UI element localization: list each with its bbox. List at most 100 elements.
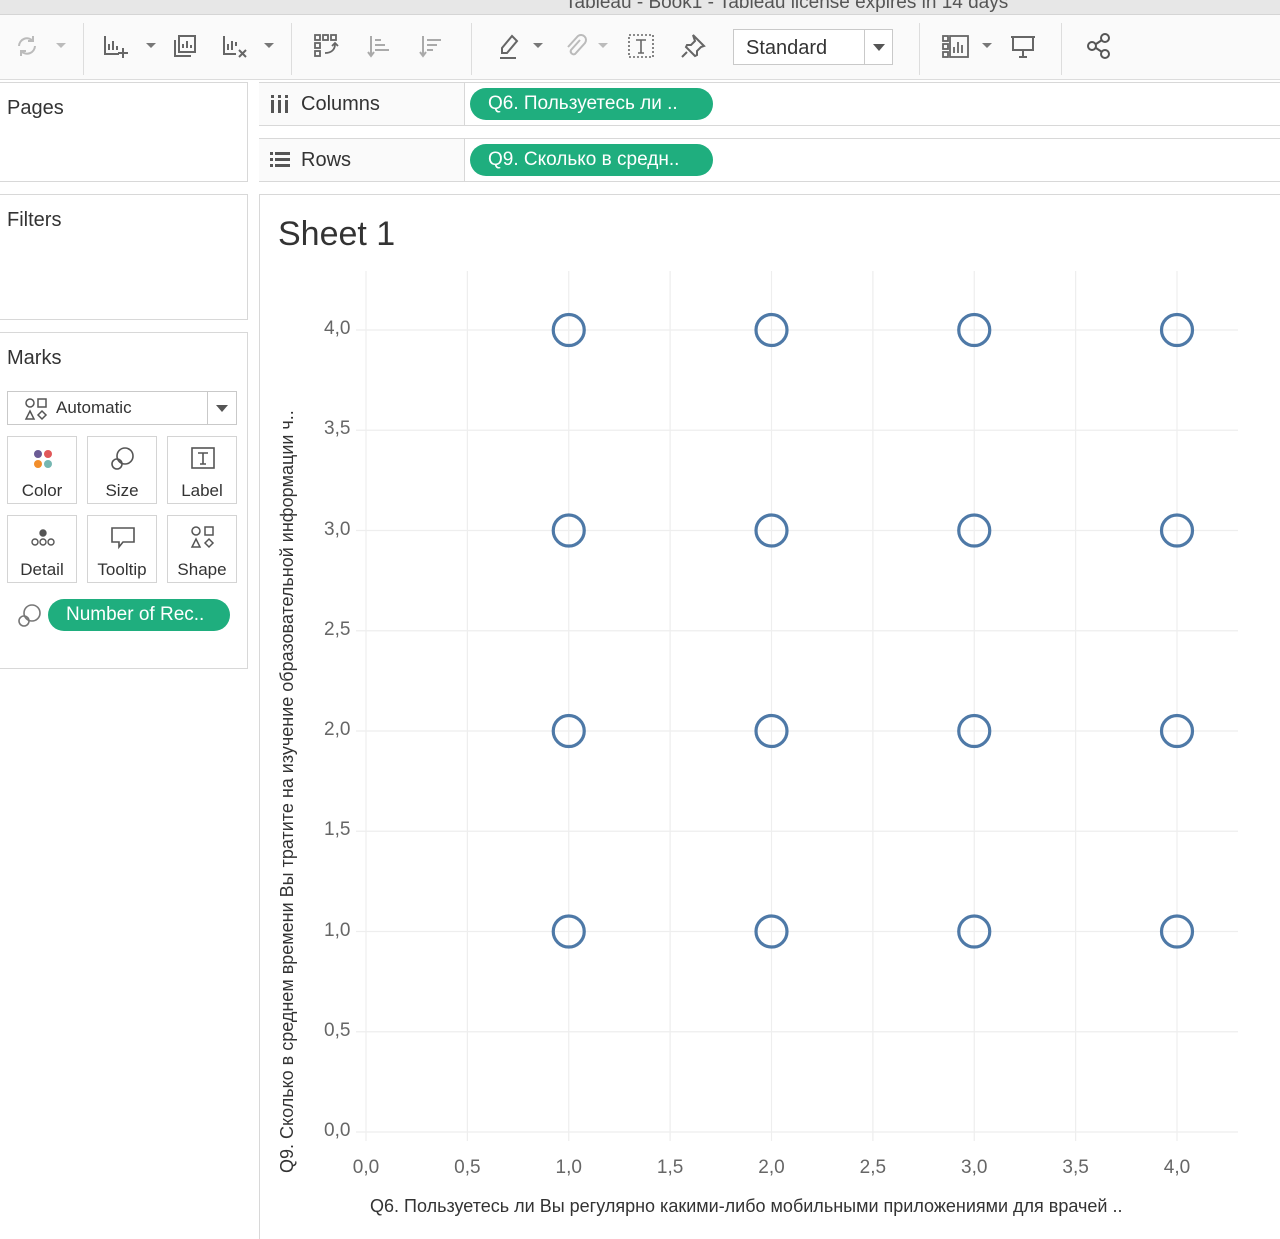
columns-shelf-label-area: Columns (259, 83, 465, 125)
worksheet-view: Sheet 1 0,0 0,5 1,0 1,5 2,0 2,5 3,0 3,5 4,0 0,0 0… (259, 194, 1280, 1239)
clear-sheet-caret[interactable] (264, 43, 274, 48)
shape-button[interactable]: Shape (167, 515, 237, 583)
rows-shelf-label-area: Rows (259, 139, 465, 181)
columns-icon (271, 95, 288, 113)
y-tick-label: 1,5 (324, 819, 351, 841)
refresh-icon[interactable] (12, 31, 42, 61)
toolbar-separator (291, 23, 292, 75)
detail-icon (31, 529, 55, 546)
plot-marks (551, 312, 1195, 949)
toolbar-separator (83, 23, 84, 75)
mark-type-divider (207, 392, 208, 424)
rows-shelf[interactable]: Rows Q9. Сколько в средн.. (259, 138, 1280, 182)
scatter-point[interactable] (754, 713, 789, 749)
scatter-point[interactable] (551, 513, 586, 548)
window-title: Tableau - Book1 - Tableau license expire… (565, 0, 1009, 13)
pages-panel[interactable]: Pages (0, 82, 248, 182)
scatter-point[interactable] (551, 312, 586, 348)
highlight-caret[interactable] (533, 43, 543, 48)
scatter-point[interactable] (754, 914, 789, 949)
x-axis-title: Q6. Пользуетесь ли Вы регулярно какими-л… (370, 1196, 1123, 1216)
sort-descending-icon[interactable] (418, 31, 448, 61)
scatter-plot (356, 271, 1238, 1141)
detail-label: Detail (20, 560, 64, 579)
plot-grid (356, 271, 1238, 1141)
tooltip-button[interactable]: Tooltip (87, 515, 157, 583)
color-button[interactable]: Color (7, 436, 77, 504)
label-label: Label (181, 481, 223, 500)
annotate-caret[interactable] (598, 43, 608, 48)
label-button[interactable]: Label (167, 436, 237, 504)
tooltip-icon (111, 527, 135, 550)
y-tick-label: 3,0 (324, 518, 351, 540)
size-field-pill[interactable]: Number of Rec.. (48, 599, 230, 631)
chevron-down-icon[interactable] (873, 44, 885, 51)
pages-title: Pages (7, 97, 64, 119)
swap-rows-columns-icon[interactable] (311, 31, 341, 61)
scatter-point[interactable] (957, 713, 992, 749)
clear-sheet-icon[interactable] (219, 31, 249, 61)
rows-label: Rows (301, 149, 352, 171)
scatter-point[interactable] (1159, 713, 1195, 749)
columns-field-pill[interactable]: Q6. Пользуетесь ли .. (470, 88, 713, 120)
scatter-point[interactable] (754, 312, 789, 348)
rows-icon (270, 152, 290, 167)
toolbar-separator (919, 23, 920, 75)
fit-select-value: Standard (746, 37, 828, 59)
marks-panel: Marks Automatic Color Size Label Detail … (0, 332, 248, 669)
scatter-point[interactable] (1159, 914, 1195, 949)
y-tick-label: 2,0 (324, 719, 351, 740)
shape-icon (190, 526, 215, 549)
x-tick-label: 2,5 (859, 1157, 887, 1178)
x-tick-label: 3,0 (961, 1157, 988, 1178)
duplicate-sheet-icon[interactable] (170, 31, 200, 61)
chevron-down-icon[interactable] (216, 405, 228, 412)
share-icon[interactable] (1084, 31, 1114, 61)
scatter-point[interactable] (1159, 312, 1195, 348)
show-mark-labels-icon[interactable] (626, 31, 656, 61)
columns-shelf[interactable]: Columns Q6. Пользуетесь ли .. (259, 82, 1280, 126)
toolbar-separator (1061, 23, 1062, 75)
fit-select-divider (864, 30, 865, 64)
y-tick-label: 0,0 (324, 1120, 351, 1141)
sheet-title: Sheet 1 (278, 215, 396, 253)
color-icon (34, 450, 52, 468)
detail-button[interactable]: Detail (7, 515, 77, 583)
fit-select[interactable]: Standard (733, 29, 893, 65)
highlight-icon[interactable] (495, 31, 525, 61)
scatter-point[interactable] (551, 914, 586, 949)
filters-panel[interactable]: Filters (0, 194, 248, 320)
y-tick-label: 1,0 (324, 919, 351, 941)
filters-title: Filters (7, 209, 62, 231)
new-worksheet-icon[interactable] (100, 31, 130, 61)
scatter-point[interactable] (957, 914, 992, 949)
mark-type-select[interactable]: Automatic (7, 391, 237, 425)
y-tick-label: 4,0 (324, 318, 351, 339)
scatter-point[interactable] (957, 513, 992, 548)
show-me-icon[interactable] (940, 31, 970, 61)
scatter-point[interactable] (1159, 513, 1195, 548)
scatter-point[interactable] (957, 312, 992, 348)
new-worksheet-caret[interactable] (146, 43, 156, 48)
scatter-point[interactable] (754, 513, 789, 548)
annotate-icon[interactable] (560, 31, 590, 61)
toolbar-separator (471, 23, 472, 75)
sort-ascending-icon[interactable] (366, 31, 396, 61)
x-tick-label: 0,5 (454, 1157, 481, 1178)
pin-icon[interactable] (678, 31, 708, 61)
rows-field-pill[interactable]: Q9. Сколько в средн.. (470, 144, 713, 176)
y-axis-title: Q9. Сколько в среднем времени Вы тратите… (277, 410, 297, 1173)
window-title-bar: Tableau - Book1 - Tableau license expire… (0, 0, 1280, 15)
x-tick-label: 1,5 (656, 1157, 684, 1178)
size-button[interactable]: Size (87, 436, 157, 504)
size-icon (111, 447, 134, 470)
presentation-mode-icon[interactable] (1008, 31, 1038, 61)
toolbar: Standard (0, 15, 1280, 80)
show-me-caret[interactable] (982, 43, 992, 48)
x-tick-label: 2,0 (758, 1157, 785, 1178)
x-tick-label: 3,5 (1062, 1157, 1089, 1178)
scatter-point[interactable] (551, 713, 586, 749)
marks-title: Marks (7, 347, 62, 369)
refresh-caret[interactable] (56, 43, 66, 48)
y-tick-label: 0,5 (324, 1019, 351, 1041)
